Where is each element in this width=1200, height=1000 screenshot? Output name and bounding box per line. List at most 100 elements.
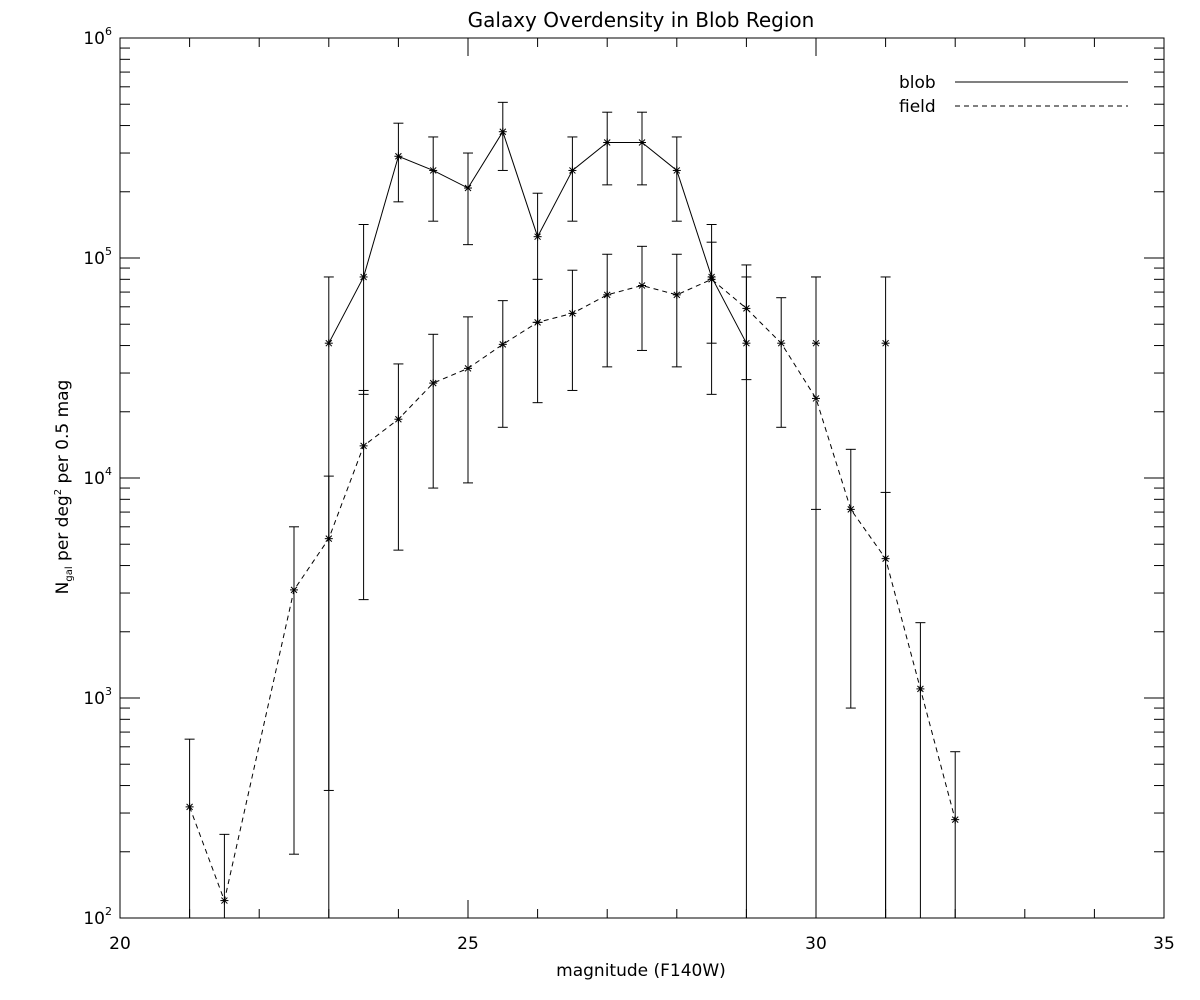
data-point-marker: [568, 309, 577, 318]
marker-stroke: [325, 535, 333, 543]
marker-stroke: [221, 897, 228, 904]
marker-stroke: [499, 341, 507, 348]
marker-stroke: [638, 282, 646, 289]
marker-stroke: [325, 339, 333, 347]
series-layer: [184, 101, 961, 918]
x-tick-label: 35: [1153, 934, 1175, 954]
marker-stroke: [464, 365, 472, 372]
y-tick-label-exponent: 4: [105, 465, 112, 478]
data-point-marker: [498, 127, 507, 136]
data-point-marker: [638, 138, 646, 147]
marker-stroke: [708, 275, 715, 283]
x-tick-label: 20: [109, 934, 131, 954]
data-point-marker: [916, 684, 925, 693]
data-point-marker: [603, 138, 612, 147]
marker-stroke: [569, 167, 576, 174]
data-point-marker: [707, 275, 716, 284]
y-axis-label-suffix: per 0.5 mag: [53, 380, 73, 489]
marker-stroke: [186, 803, 193, 811]
legend-label-blob: blob: [899, 73, 936, 93]
y-tick-label-base: 10: [83, 469, 105, 489]
data-point-marker: [290, 585, 298, 594]
data-point-marker: [429, 166, 438, 175]
series-blob: [323, 101, 752, 918]
data-point-marker: [359, 441, 368, 450]
marker-stroke: [917, 685, 924, 693]
data-point-marker: [846, 505, 855, 514]
y-tick-label-exponent: 3: [105, 685, 112, 698]
extra-points: [811, 276, 891, 918]
y-tick-label-exponent: 5: [105, 245, 112, 258]
y-tick-label-exponent: 2: [105, 905, 112, 918]
y-axis-label-subscript: gal: [64, 566, 75, 581]
marker-stroke: [951, 816, 959, 823]
y-tick-label-base: 10: [83, 249, 105, 269]
marker-stroke: [673, 167, 681, 174]
marker-stroke: [569, 310, 576, 317]
y-tick-label: 103: [83, 685, 112, 709]
legend-label-field: field: [899, 97, 936, 117]
marker-stroke: [464, 184, 472, 192]
minor-ticks: [119, 37, 1165, 919]
y-tick-label: 106: [83, 25, 112, 49]
marker-stroke: [290, 586, 298, 594]
data-point-marker: [429, 379, 438, 388]
data-point-marker: [812, 339, 820, 348]
marker-stroke: [499, 128, 507, 136]
series-field: [184, 241, 961, 918]
data-point-marker: [638, 281, 646, 290]
y-axis-label-superscript: 2: [53, 489, 64, 495]
y-tick-label: 104: [83, 465, 112, 489]
marker-stroke: [360, 273, 367, 281]
marker-stroke: [812, 339, 820, 347]
data-point-marker: [533, 318, 542, 327]
chart-title: Galaxy Overdensity in Blob Region: [468, 8, 815, 32]
data-point-marker: [359, 272, 368, 281]
data-point-marker: [324, 534, 333, 543]
marker-stroke: [673, 291, 681, 299]
data-point-marker: [464, 364, 472, 373]
data-point-marker: [777, 339, 786, 348]
data-point-marker: [394, 415, 403, 424]
marker-stroke: [847, 506, 855, 513]
data-point-marker: [742, 304, 751, 313]
marker-stroke: [603, 291, 611, 299]
x-tick-label: 25: [457, 934, 479, 954]
marker-stroke: [395, 152, 402, 160]
data-point-marker: [324, 339, 333, 348]
marker-stroke: [882, 339, 889, 347]
x-axis-label: magnitude (F140W): [556, 961, 726, 981]
data-point-marker: [533, 232, 542, 241]
legend: blob field: [899, 73, 1128, 117]
marker-stroke: [360, 442, 367, 450]
marker-stroke: [534, 233, 541, 241]
data-point-marker: [394, 152, 403, 161]
marker-stroke: [743, 305, 750, 312]
series-line-field: [189, 278, 956, 903]
y-axis-label: Ngal per deg2 per 0.5 mag: [53, 380, 75, 595]
data-point-marker: [568, 166, 577, 175]
y-tick-label: 105: [83, 245, 112, 269]
data-point-marker: [672, 166, 681, 175]
data-point-marker: [672, 290, 681, 299]
marker-stroke: [534, 318, 541, 326]
y-tick-label-base: 10: [83, 29, 105, 49]
y-tick-label-base: 10: [83, 909, 105, 929]
marker-stroke: [777, 339, 785, 347]
marker-stroke: [603, 139, 611, 146]
marker-stroke: [429, 167, 437, 174]
data-point-marker: [881, 339, 890, 348]
data-point-marker: [951, 815, 960, 824]
y-tick-label-base: 10: [83, 689, 105, 709]
marker-stroke: [429, 379, 437, 387]
marker-stroke: [638, 139, 646, 146]
marker-stroke: [395, 415, 402, 423]
y-tick-label-exponent: 6: [105, 25, 112, 38]
data-point-marker: [498, 340, 507, 349]
y-axis-label-middle: per deg: [53, 495, 73, 566]
x-tick-label: 30: [805, 934, 827, 954]
data-point-marker: [220, 896, 229, 905]
x-tick-labels: 20 25 30 35: [109, 934, 1175, 954]
